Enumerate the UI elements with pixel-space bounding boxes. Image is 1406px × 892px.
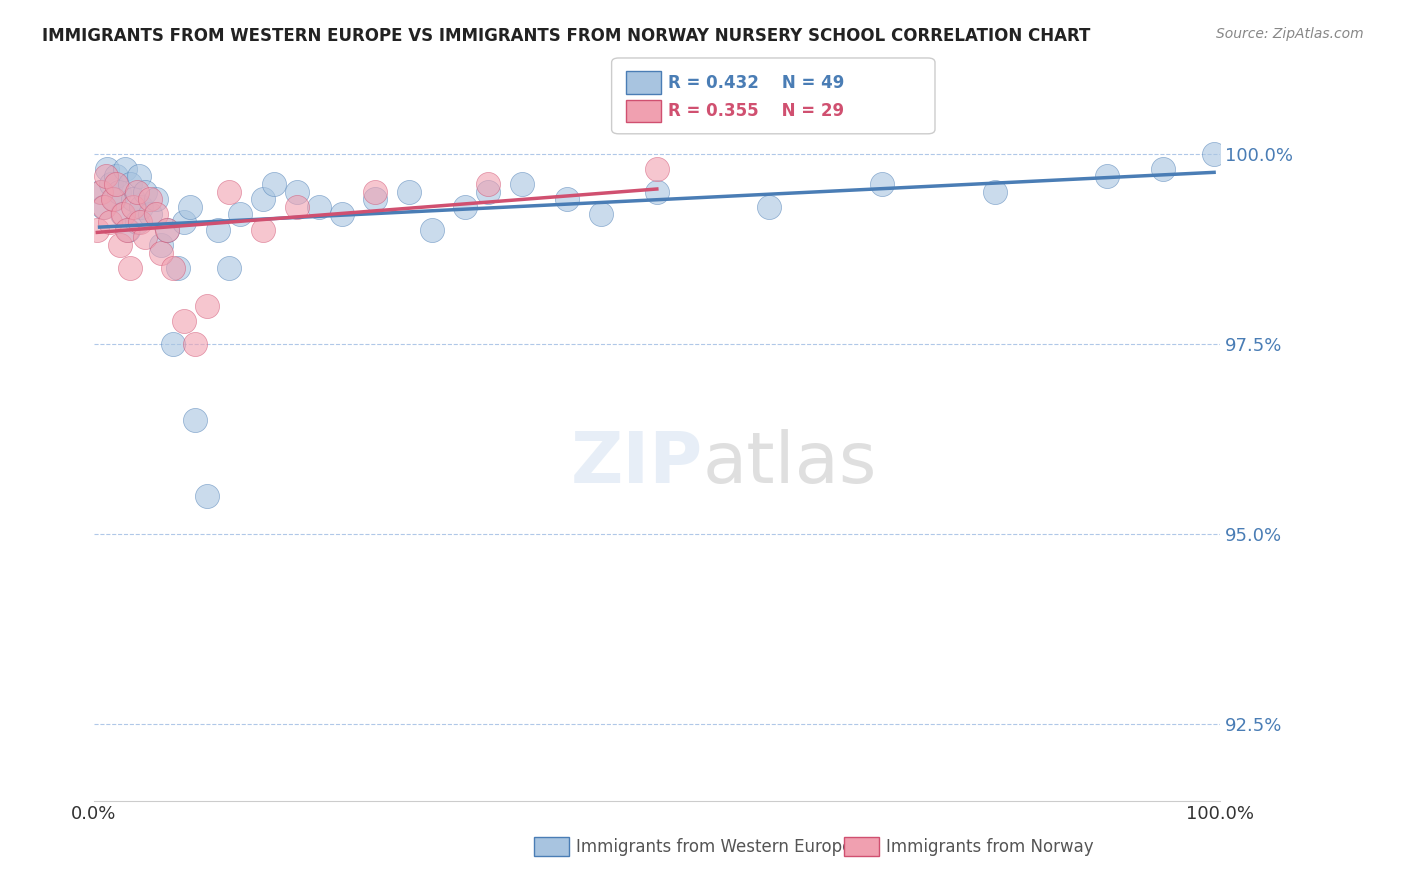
Point [1204,146,1226,161]
Point [1095,169,1118,184]
Point [156,222,179,236]
Text: R = 0.432    N = 49: R = 0.432 N = 49 [668,73,844,92]
Point [89,185,111,199]
Point [114,161,136,176]
Point [115,222,138,236]
Point [112,207,135,221]
Point [364,192,387,206]
Point [589,207,612,221]
Text: atlas: atlas [703,429,877,499]
Point [107,185,129,199]
Point [162,337,184,351]
Point [179,200,201,214]
Point [454,200,477,214]
Point [870,177,893,191]
Point [125,185,148,199]
Point [195,299,218,313]
Point [122,200,145,214]
Point [330,207,353,221]
Point [645,185,668,199]
Point [108,238,131,252]
Point [218,260,240,275]
Point [91,200,114,214]
Text: Source: ZipAtlas.com: Source: ZipAtlas.com [1216,27,1364,41]
Point [129,215,152,229]
Point [1152,161,1174,176]
Point [117,222,139,236]
Point [139,207,162,221]
Point [156,222,179,236]
Point [150,238,173,252]
Point [105,169,128,184]
Point [96,161,118,176]
Point [285,200,308,214]
Point [101,192,124,206]
Point [983,185,1005,199]
Point [145,192,167,206]
Point [184,337,207,351]
Point [195,489,218,503]
Text: ZIP: ZIP [571,429,703,499]
Point [398,185,420,199]
Point [420,222,443,236]
Point [308,200,330,214]
Point [184,413,207,427]
Point [134,185,156,199]
Text: IMMIGRANTS FROM WESTERN EUROPE VS IMMIGRANTS FROM NORWAY NURSERY SCHOOL CORRELAT: IMMIGRANTS FROM WESTERN EUROPE VS IMMIGR… [42,27,1091,45]
Point [252,222,274,236]
Point [100,177,122,191]
Point [167,260,190,275]
Text: Immigrants from Western Europe: Immigrants from Western Europe [576,838,853,855]
Point [118,177,141,191]
Point [364,185,387,199]
Point [105,177,128,191]
Point [122,192,145,206]
Point [229,207,252,221]
Point [129,200,152,214]
Point [139,192,162,206]
Point [128,169,150,184]
Point [162,260,184,275]
Point [263,177,285,191]
Point [103,192,125,206]
Point [555,192,578,206]
Point [510,177,533,191]
Point [477,185,499,199]
Point [207,222,229,236]
Point [96,169,118,184]
Point [645,161,668,176]
Point [93,200,115,214]
Point [758,200,780,214]
Point [134,230,156,244]
Point [90,185,112,199]
Point [218,185,240,199]
Point [150,245,173,260]
Point [111,207,134,221]
Point [285,185,308,199]
Point [477,177,499,191]
Point [145,207,167,221]
Point [98,215,121,229]
Point [173,314,195,328]
Point [125,215,148,229]
Text: R = 0.355    N = 29: R = 0.355 N = 29 [668,102,844,120]
Point [118,260,141,275]
Point [252,192,274,206]
Text: Immigrants from Norway: Immigrants from Norway [886,838,1094,855]
Point [86,222,108,236]
Point [173,215,195,229]
